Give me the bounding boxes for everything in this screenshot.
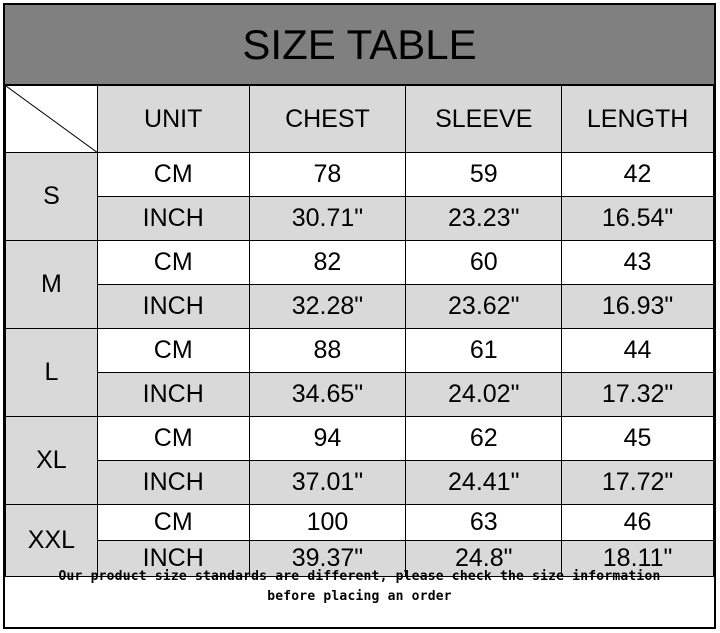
- cell-sleeve: 62: [405, 416, 563, 461]
- cell-unit: CM: [96, 240, 250, 285]
- table-row-xxl-cm: XXL CM 100 63 46: [5, 504, 714, 577]
- size-table: UNIT CHEST SLEEVE LENGTH S CM 78 59 42 INCH 30…: [5, 85, 714, 577]
- cell-sleeve: 60: [405, 240, 563, 285]
- cell-chest: 32.28": [248, 284, 407, 329]
- cell-sleeve: 23.62": [405, 284, 563, 329]
- cell-unit: INCH: [96, 284, 250, 329]
- footer-note: Our product size standards are different…: [5, 558, 714, 627]
- size-label: S: [5, 152, 98, 241]
- cell-unit: CM: [96, 328, 250, 373]
- cell-length: 44: [561, 328, 714, 373]
- table-row-l-cm: L CM 88 61 44: [5, 328, 714, 417]
- cell-sleeve: 24.02": [405, 372, 563, 417]
- cell-unit: INCH: [96, 196, 250, 241]
- table-title: SIZE TABLE: [5, 5, 714, 85]
- table-row-xl-cm: XL CM 94 62 45: [5, 416, 714, 505]
- cell-length: 16.93": [561, 284, 714, 329]
- cell-chest: 34.65": [248, 372, 407, 417]
- cell-sleeve: 24.41": [405, 460, 563, 505]
- header-row: UNIT CHEST SLEEVE LENGTH: [5, 85, 714, 153]
- cell-sleeve: 61: [405, 328, 563, 373]
- cell-chest: 82: [248, 240, 407, 285]
- cell-chest: 100: [248, 504, 407, 541]
- cell-chest: 39.37": [248, 540, 407, 577]
- cell-unit: CM: [96, 416, 250, 461]
- cell-chest: 37.01": [248, 460, 407, 505]
- cell-sleeve: 24.8": [405, 540, 563, 577]
- size-label: XXL: [5, 504, 98, 577]
- cell-chest: 78: [248, 152, 407, 197]
- header-chest: CHEST: [248, 85, 407, 153]
- cell-chest: 30.71": [248, 196, 407, 241]
- cell-unit: INCH: [96, 372, 250, 417]
- cell-length: 16.54": [561, 196, 714, 241]
- footer-line-2: before placing an order: [267, 589, 452, 604]
- table-row-xxl-inch: INCH 39.37" 24.8" 18.11": [6, 540, 714, 577]
- cell-length: 18.11": [561, 540, 714, 577]
- table-row-m-cm: M CM 82 60 43: [5, 240, 714, 329]
- cell-length: 46: [561, 504, 714, 541]
- cell-length: 17.32": [561, 372, 714, 417]
- size-label: M: [5, 240, 98, 329]
- diagonal-corner-cell: [5, 85, 98, 153]
- table-row-xl-inch: INCH 37.01" 24.41" 17.72": [6, 460, 714, 505]
- cell-length: 43: [561, 240, 714, 285]
- table-row-s-inch: INCH 30.71" 23.23" 16.54": [6, 196, 714, 241]
- table-row-m-inch: INCH 32.28" 23.62" 16.93": [6, 284, 714, 329]
- cell-length: 42: [561, 152, 714, 197]
- cell-length: 45: [561, 416, 714, 461]
- table-row-l-inch: INCH 34.65" 24.02" 17.32": [6, 372, 714, 417]
- cell-sleeve: 63: [405, 504, 563, 541]
- size-label: XL: [5, 416, 98, 505]
- cell-length: 17.72": [561, 460, 714, 505]
- header-sleeve: SLEEVE: [405, 85, 563, 153]
- header-length: LENGTH: [561, 85, 714, 153]
- footer-line-1: Our product size standards are different…: [58, 569, 661, 584]
- cell-sleeve: 23.23": [405, 196, 563, 241]
- cell-sleeve: 59: [405, 152, 563, 197]
- cell-unit: CM: [96, 152, 250, 197]
- size-label: L: [5, 328, 98, 417]
- cell-chest: 88: [248, 328, 407, 373]
- header-unit: UNIT: [96, 85, 250, 153]
- cell-unit: CM: [96, 504, 250, 541]
- table-row-s-cm: S CM 78 59 42: [5, 152, 714, 241]
- cell-unit: INCH: [96, 460, 250, 505]
- cell-chest: 94: [248, 416, 407, 461]
- size-table-container: SIZE TABLE UNIT CHEST SLEEVE LENGTH S CM 7…: [3, 3, 716, 629]
